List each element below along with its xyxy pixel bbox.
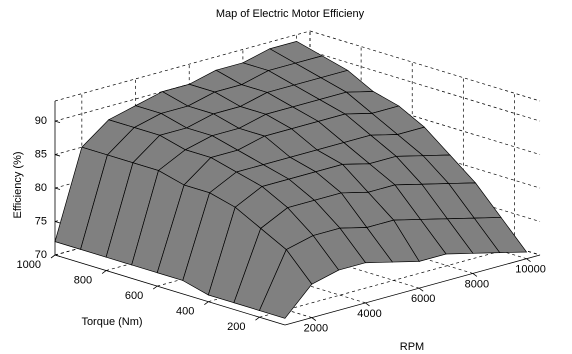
tick-mark xyxy=(101,270,107,274)
box-edge xyxy=(309,30,541,102)
tick-mark xyxy=(54,154,61,157)
grid-line xyxy=(309,84,541,155)
tick-mark xyxy=(54,187,61,190)
tick-mark xyxy=(365,302,370,307)
x-tick-label: 10000 xyxy=(515,264,546,276)
tick-mark xyxy=(311,317,317,321)
tick-mark xyxy=(255,316,260,321)
x-axis-label: RPM xyxy=(400,341,424,353)
y-tick-label: 1000 xyxy=(17,259,41,271)
y-tick-label: 600 xyxy=(125,290,143,302)
z-axis-label: Efficiency (%) xyxy=(12,151,24,218)
tick-mark xyxy=(54,120,61,123)
tick-mark xyxy=(204,301,209,305)
tick-mark xyxy=(54,254,61,257)
chart-title: Map of Electric Motor Efficieny xyxy=(216,8,365,20)
z-tick-label: 90 xyxy=(35,115,47,127)
box-edge xyxy=(54,30,311,102)
tick-mark xyxy=(418,287,424,292)
x-tick-label: 2000 xyxy=(304,323,328,335)
tick-mark xyxy=(54,221,61,224)
grid-line xyxy=(259,246,515,318)
tick-mark xyxy=(526,258,531,263)
z-tick-label: 75 xyxy=(35,215,47,227)
x-tick-label: 4000 xyxy=(357,308,381,320)
y-tick-label: 800 xyxy=(74,274,92,286)
tick-mark xyxy=(472,273,478,277)
y-axis-label: Torque (Nm) xyxy=(81,316,142,328)
tick-mark xyxy=(50,254,56,259)
x-tick-label: 8000 xyxy=(465,278,489,290)
surface-patch xyxy=(258,248,313,319)
z-tick-label: 70 xyxy=(35,249,47,261)
y-tick-label: 400 xyxy=(176,306,194,318)
x-tick-label: 6000 xyxy=(411,293,435,305)
axis-line xyxy=(54,254,286,326)
z-tick-label: 85 xyxy=(35,148,47,160)
z-tick-label: 80 xyxy=(35,182,47,194)
y-tick-label: 200 xyxy=(227,321,245,333)
axis-line xyxy=(284,254,541,326)
grid-line xyxy=(309,50,541,122)
tick-mark xyxy=(152,285,158,290)
